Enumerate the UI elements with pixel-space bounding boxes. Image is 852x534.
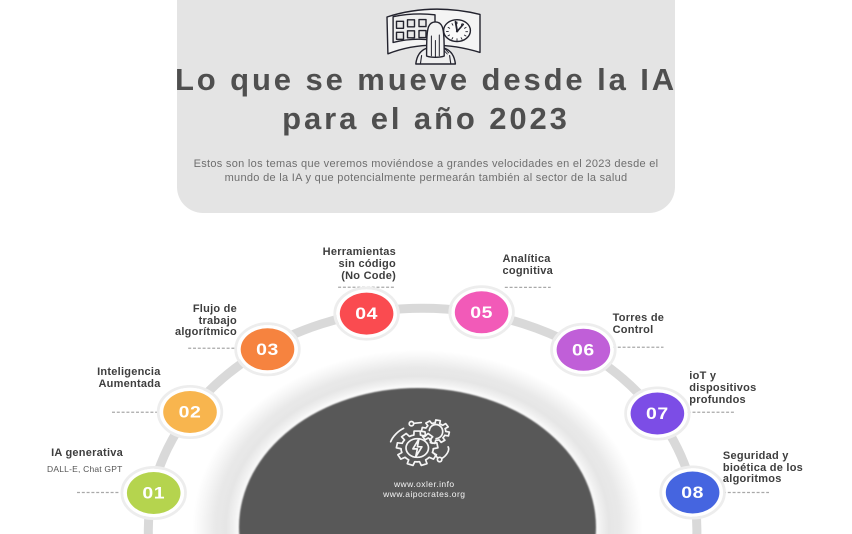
svg-text:08: 08: [681, 484, 704, 502]
svg-text:04: 04: [355, 305, 378, 323]
svg-text:03: 03: [256, 340, 279, 358]
svg-text:07: 07: [646, 405, 669, 423]
svg-text:www.oxler.info: www.oxler.info: [393, 479, 455, 489]
svg-text:01: 01: [142, 484, 165, 502]
svg-text:www.aipocrates.org: www.aipocrates.org: [382, 489, 465, 499]
svg-text:06: 06: [572, 341, 595, 359]
svg-text:05: 05: [470, 303, 493, 321]
svg-text:02: 02: [179, 403, 202, 421]
